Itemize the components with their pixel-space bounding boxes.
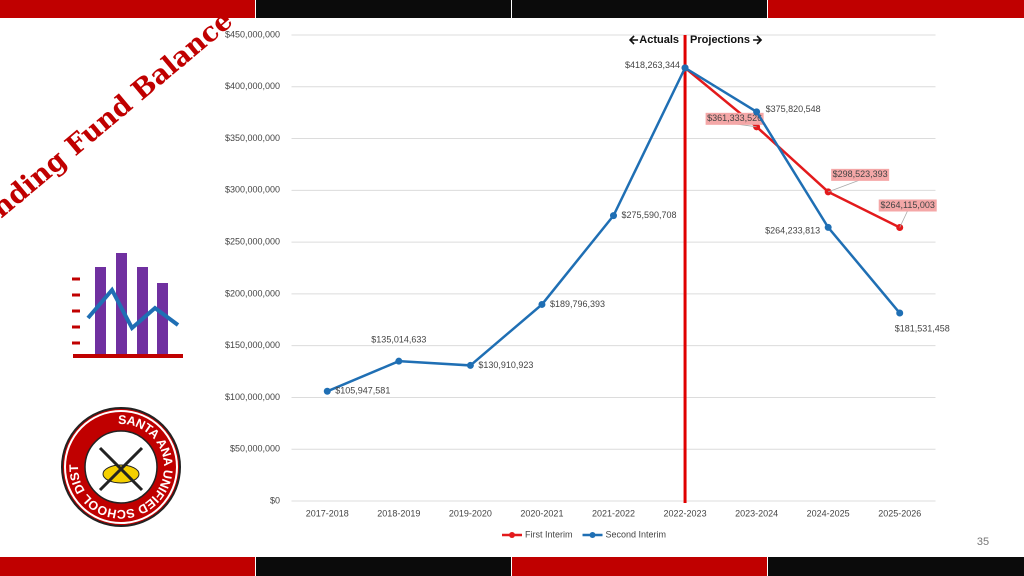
series-line	[684, 66, 901, 229]
slide-title: Ending Fund Balance	[0, 5, 239, 238]
page-number: 35	[977, 536, 989, 548]
bottom-bar	[512, 557, 767, 576]
point	[323, 387, 331, 395]
x-tick-label: 2024-2025	[807, 508, 850, 518]
chart-icon	[72, 253, 183, 358]
point	[395, 357, 403, 365]
data-label: $375,820,548	[766, 104, 821, 114]
top-bar	[512, 0, 767, 18]
point	[610, 212, 617, 220]
leader-line	[828, 179, 861, 193]
y-tick-label: $150,000,000	[225, 340, 280, 350]
x-tick-label: 2022-2023	[664, 508, 707, 518]
x-tick-label: 2025-2026	[878, 508, 921, 518]
x-tick-label: 2019-2020	[449, 508, 492, 518]
top-bar	[0, 0, 255, 18]
annotation: Actuals	[639, 34, 679, 46]
legend-label: Second Interim	[606, 529, 667, 539]
label-box	[878, 199, 937, 212]
annotation: Projections	[690, 34, 750, 46]
bottom-bar	[768, 557, 1024, 576]
x-tick-label: 2017-2018	[306, 508, 349, 518]
x-tick-label: 2021-2022	[592, 508, 635, 518]
legend-label: First Interim	[525, 529, 573, 539]
point	[538, 300, 546, 308]
data-label: $135,014,633	[371, 335, 426, 345]
y-tick-label: $300,000,000	[225, 185, 280, 195]
y-tick-label: $100,000,000	[225, 392, 280, 402]
data-label: $105,947,581	[335, 386, 390, 396]
y-tick-label: $400,000,000	[225, 81, 280, 91]
data-label: $418,263,344	[625, 60, 680, 70]
x-tick-label: 2018-2019	[377, 508, 420, 518]
x-tick-label: 2020-2021	[520, 508, 563, 518]
data-label: $264,115,003	[881, 200, 935, 210]
y-tick-label: $200,000,000	[225, 288, 280, 298]
data-label: $275,590,708	[622, 210, 677, 220]
legend-swatch	[589, 532, 596, 538]
legend-swatch	[509, 532, 515, 538]
data-label: $264,233,813	[765, 226, 820, 236]
point	[681, 64, 689, 72]
point	[824, 223, 832, 231]
x-tick-label: 2023-2024	[735, 508, 778, 518]
point	[753, 108, 761, 116]
bottom-bar	[256, 557, 511, 576]
bottom-bar	[0, 557, 255, 576]
data-label: $181,531,458	[895, 323, 950, 333]
arrow	[628, 35, 639, 45]
data-label: $298,523,393	[833, 169, 888, 179]
y-tick-label: $350,000,000	[225, 133, 280, 143]
leader-line	[899, 210, 909, 228]
point	[466, 361, 474, 369]
y-tick-label: $450,000,000	[225, 29, 280, 39]
top-bar	[256, 0, 511, 18]
arrow	[753, 35, 763, 45]
data-label: $189,796,393	[550, 299, 605, 309]
point	[896, 309, 904, 317]
top-bar	[768, 0, 1024, 18]
y-tick-label: $250,000,000	[225, 236, 280, 246]
y-tick-label: $50,000,000	[230, 444, 280, 454]
y-tick-label: $0	[270, 495, 280, 505]
data-label: $130,910,923	[478, 360, 533, 370]
data-label: $361,333,526	[707, 113, 762, 123]
label-box	[705, 112, 764, 125]
label-box	[831, 168, 890, 181]
